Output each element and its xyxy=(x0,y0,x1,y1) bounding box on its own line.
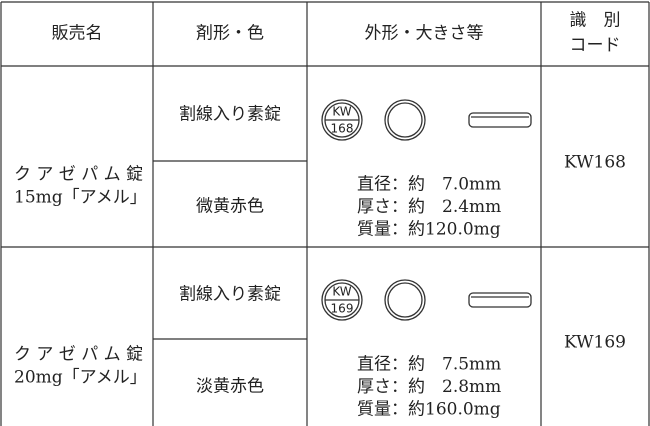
tablet-spec: 厚さ：約 2.8mm xyxy=(357,377,501,397)
header-cell: 剤形・色 xyxy=(196,24,264,44)
header-cell: 識 別 xyxy=(570,11,621,31)
id-code: KW169 xyxy=(564,333,626,353)
tablet-spec: 直径：約 7.5mm xyxy=(357,355,501,375)
id-code: KW168 xyxy=(564,153,626,173)
product-name: ク ア ゼ パ ム 錠 xyxy=(14,165,143,185)
tablet-back-inner xyxy=(387,282,423,318)
dosage-form: 割線入り素錠 xyxy=(179,105,281,125)
header-cell: 外形・大きさ等 xyxy=(365,24,484,44)
tablet-back xyxy=(384,99,426,141)
tablet-spec: 直径：約 7.0mm xyxy=(357,175,501,195)
imprint: KW xyxy=(332,105,351,119)
tablet-side xyxy=(468,292,532,308)
tablet-spec: 質量：約120.0mg xyxy=(357,220,501,240)
tablet-drawing xyxy=(321,279,532,321)
imprint: 169 xyxy=(331,302,354,316)
tablet-top xyxy=(321,99,363,141)
product-name: ク ア ゼ パ ム 錠 xyxy=(14,345,143,365)
dosage-form: 割線入り素錠 xyxy=(179,285,281,305)
tablet-spec: 厚さ：約 2.4mm xyxy=(357,197,501,217)
tablet-back xyxy=(384,279,426,321)
imprint: 168 xyxy=(331,122,354,136)
tablet-side xyxy=(468,112,532,128)
tablet-color: 淡黄赤色 xyxy=(196,377,264,397)
tablet-drawing xyxy=(321,99,532,141)
product-name: 20mg「アメル」 xyxy=(14,368,147,388)
tablet-top xyxy=(321,279,363,321)
imprint: KW xyxy=(332,285,351,299)
tablet-back-inner xyxy=(387,102,423,138)
tablet-color: 微黄赤色 xyxy=(196,197,264,217)
product-name: 15mg「アメル」 xyxy=(14,188,147,208)
tablet-spec: 質量：約160.0mg xyxy=(357,400,501,420)
header-cell: コード xyxy=(570,36,621,56)
header-cell: 販売名 xyxy=(52,24,103,44)
